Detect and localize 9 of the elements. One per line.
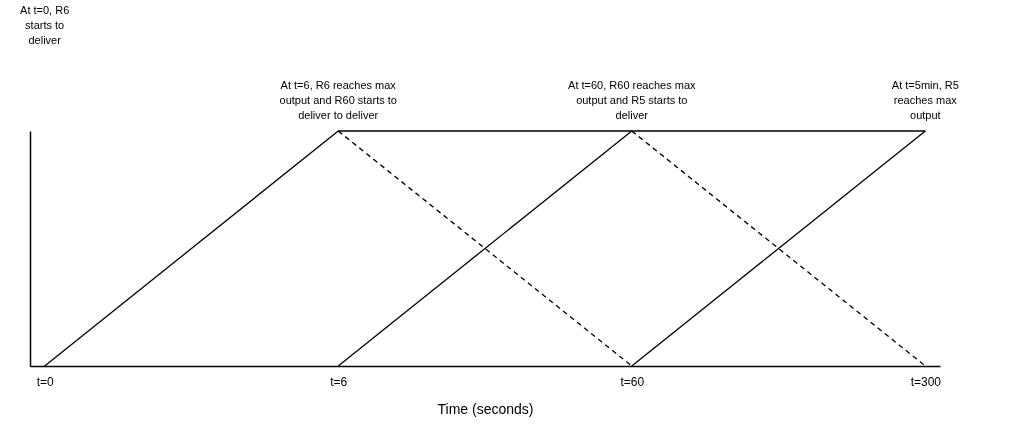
text: At t=0, R6 starts to deliver — [20, 4, 70, 46]
x-tick-label: t=0 — [36, 374, 55, 389]
x-axis-title: Time (seconds) — [437, 400, 534, 417]
text: At t=5min, R5 reaches max output — [891, 79, 959, 121]
x-tick-label: t=60 — [620, 374, 645, 389]
x-tick-label: t=6 — [330, 374, 348, 389]
text: At t=6, R6 reaches max output and R60 starts to deliver to deliver — [279, 79, 397, 121]
x-tick-label: t=300 — [910, 374, 942, 389]
text: At t=60, R60 reaches max output and R5 starts to deliver — [568, 79, 697, 121]
